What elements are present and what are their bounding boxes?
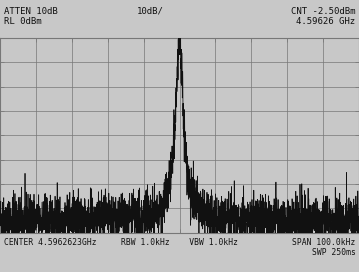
Text: RBW 1.0kHz    VBW 1.0kHz: RBW 1.0kHz VBW 1.0kHz [121,238,238,247]
Text: 10dB/: 10dB/ [137,7,164,16]
Text: CENTER 4.5962623GHz: CENTER 4.5962623GHz [4,238,96,247]
Text: ATTEN 10dB
RL 0dBm: ATTEN 10dB RL 0dBm [4,7,57,26]
Text: SPAN 100.0kHz
SWP 250ms: SPAN 100.0kHz SWP 250ms [292,238,355,257]
Text: CNT -2.50dBm
4.59626 GHz: CNT -2.50dBm 4.59626 GHz [291,7,355,26]
